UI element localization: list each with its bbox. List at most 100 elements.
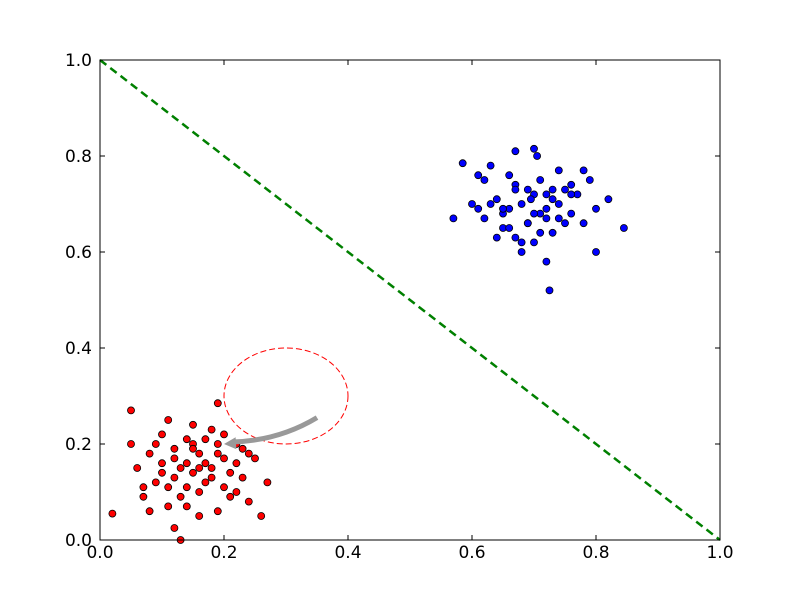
scatter-point (213, 440, 222, 448)
x-tick-label: 0.6 (458, 543, 485, 563)
scatter-point (232, 459, 241, 468)
scatter-point (127, 406, 135, 415)
scatter-point (170, 473, 179, 482)
scatter-point (548, 195, 557, 204)
scatter-point (189, 444, 197, 453)
y-tick-label: 0.8 (65, 147, 92, 167)
scatter-point (201, 459, 210, 468)
scatter-point (127, 440, 135, 448)
scatter-point (536, 228, 545, 237)
scatter-point (207, 464, 216, 472)
scatter-point (189, 420, 197, 429)
scatter-point (561, 219, 569, 228)
scatter-point (176, 492, 185, 501)
scatter-point (108, 509, 117, 518)
scatter-point (523, 219, 532, 228)
scatter-point (517, 248, 526, 256)
scatter-point (548, 228, 557, 237)
scatter-point (170, 444, 179, 453)
y-tick-label: 0.6 (65, 243, 92, 263)
scatter-point (182, 459, 191, 468)
scatter-point (207, 425, 216, 434)
scatter-point (158, 459, 166, 468)
scatter-point (545, 286, 554, 295)
scatter-point (220, 430, 228, 439)
scatter-point (468, 200, 476, 208)
scatter-point (226, 492, 235, 501)
scatter-point (592, 204, 600, 213)
scatter-point (542, 190, 551, 199)
scatter-point (505, 171, 514, 180)
scatter-point (554, 200, 563, 208)
scatter-point (195, 488, 204, 496)
scatter-point (213, 399, 222, 408)
scatter-point (145, 449, 154, 458)
annotation-arrow (231, 415, 319, 445)
scatter-point (533, 152, 541, 160)
annotation-arrowhead (224, 437, 237, 450)
scatter-point (486, 161, 495, 170)
scatter-point (449, 214, 458, 223)
axes-frame (99, 59, 721, 541)
scatter-point (244, 497, 253, 506)
scatter-point (263, 478, 272, 487)
y-tick-label: 0.2 (65, 435, 92, 455)
scatter-point (530, 144, 538, 153)
scatter-point (195, 464, 204, 472)
scatter-point (170, 454, 179, 463)
scatter-point (548, 185, 557, 194)
scatter-point (530, 209, 538, 218)
scatter-point (170, 524, 179, 532)
scatter-point (499, 204, 507, 213)
scatter-point (523, 185, 532, 194)
scatter-point (182, 502, 191, 511)
scatter-point (158, 468, 166, 477)
scatter-point (164, 502, 173, 511)
scatter-point (542, 204, 551, 213)
scatter-point (480, 214, 489, 223)
scatter-point (530, 238, 538, 247)
scatter-point (511, 185, 520, 194)
scatter-point (492, 233, 501, 242)
scatter-point (201, 478, 210, 487)
scatter-point (238, 473, 247, 482)
scatter-point (232, 488, 241, 496)
scatter-point (567, 190, 576, 199)
scatter-point (474, 171, 483, 180)
annotation-circle (223, 347, 349, 445)
scatter-point (213, 449, 222, 458)
x-tick-label: 0.4 (334, 543, 361, 563)
scatter-point (164, 483, 173, 492)
scatter-point (620, 224, 628, 232)
scatter-point (542, 257, 551, 266)
scatter-point (189, 468, 197, 477)
scatter-point (195, 449, 204, 458)
scatter-point (542, 214, 551, 223)
scatter-point (220, 483, 228, 492)
scatter-point (251, 454, 259, 463)
scatter-point (517, 200, 526, 208)
scatter-point (592, 248, 600, 256)
x-tick-label: 0.0 (86, 543, 113, 563)
scatter-point (579, 166, 588, 175)
scatter-point (561, 185, 569, 194)
scatter-point (480, 176, 489, 184)
scatter-point (511, 147, 520, 156)
x-tick-label: 0.2 (210, 543, 237, 563)
scatter-point (238, 444, 247, 453)
scatter-point (220, 454, 228, 463)
scatter-point (164, 416, 173, 424)
scatter-point (139, 492, 148, 501)
scatter-point (182, 435, 191, 444)
scatter-point (585, 176, 594, 184)
scatter-point (213, 507, 222, 516)
scatter-point (567, 180, 576, 189)
scatter-point (195, 512, 204, 520)
y-tick-label: 0.0 (65, 531, 92, 551)
scatter-point (567, 209, 576, 218)
scatter-point (579, 219, 588, 228)
y-tick-label: 1.0 (65, 51, 92, 71)
x-tick-label: 1.0 (706, 543, 733, 563)
scatter-point (486, 200, 495, 208)
scatter-point (176, 464, 185, 472)
